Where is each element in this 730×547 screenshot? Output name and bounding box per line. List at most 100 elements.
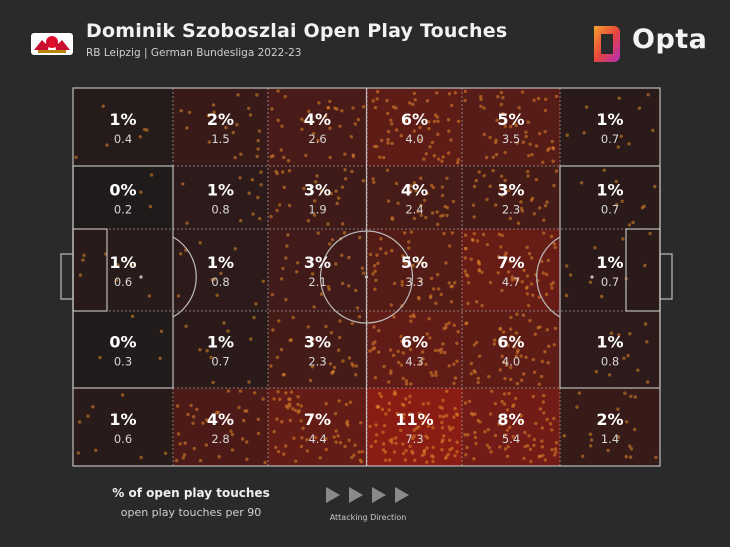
touch-dot [441,398,445,403]
touch-dot [396,349,400,354]
touch-dot [520,209,525,213]
touch-dot [360,450,364,454]
touch-dot [553,453,557,457]
touch-dot [553,447,558,451]
touch-dot [149,173,154,177]
touch-dot [449,138,453,142]
touch-dot [541,453,545,458]
touch-dot [412,216,417,221]
touch-dot [239,152,243,156]
touch-dot [500,233,504,238]
touch-dot [371,272,375,276]
touch-dot [633,395,637,399]
touch-dot [472,457,476,461]
touch-dot [443,204,447,209]
touch-dot [522,268,526,272]
touch-dot [386,141,390,145]
touch-dot [279,277,284,281]
touch-dot [148,204,153,209]
touch-dot [409,230,414,234]
touch-dot [371,99,375,103]
touch-dot [499,174,504,178]
touch-dot [447,425,451,429]
touch-dot [389,303,393,307]
touch-dot [318,456,322,460]
touch-dot [373,439,378,444]
touch-dot [540,439,544,443]
touch-dot [469,372,473,376]
touch-dot [565,264,569,268]
touch-dot [537,382,541,386]
touch-dot [179,252,183,256]
touch-dot [351,154,355,159]
touch-dot [616,435,621,439]
touch-dot [496,95,500,99]
touch-dot [530,196,535,200]
touch-dot [114,278,119,282]
touch-dot [444,455,449,459]
touch-dot [450,103,454,108]
cell-percent-label: 1% [207,253,234,272]
touch-dot [447,244,452,248]
touch-dot [439,292,443,297]
touch-dot [527,153,531,158]
touch-dot [538,407,543,411]
opta-logo-icon [594,26,620,62]
touch-dot [279,347,284,352]
touch-dot [429,371,433,375]
touch-dot [105,143,109,147]
touch-dot [393,392,398,396]
touch-dot [435,91,439,95]
touch-dot [233,155,237,160]
touch-dot [549,234,554,239]
touch-dot [310,365,315,369]
touch-dot [251,212,255,216]
touch-dot [404,379,409,383]
touch-dot [335,201,339,206]
touch-dot [340,281,345,286]
touch-dot [502,360,506,364]
touch-dot [519,414,523,418]
touch-dot [428,295,433,300]
touch-dot [340,185,345,189]
touch-dot [475,239,480,243]
touch-dot [437,348,441,353]
touch-dot [215,293,219,297]
touch-dot [473,435,478,440]
touch-dot [500,193,504,197]
play-arrow-icon [349,487,363,503]
touch-dot [537,295,541,299]
touch-dot [417,295,421,300]
touch-dot [485,242,490,247]
touch-dot [269,364,273,368]
touch-dot [94,448,98,452]
touch-dot [617,333,621,337]
touch-dot [589,438,594,442]
touch-dot [243,409,247,413]
touch-dot [542,218,546,222]
touch-dot [455,440,459,444]
touch-dot [256,431,261,436]
touch-dot [390,141,394,146]
touch-dot [207,140,211,144]
cell-per90-label: 1.9 [308,203,326,217]
touch-dot [427,120,431,124]
cell-percent-label: 0% [109,181,136,200]
touch-dot [514,277,518,281]
touch-dot [399,134,403,138]
touch-dot [78,273,83,277]
touch-dot [503,178,507,183]
touch-dot [379,138,384,143]
touch-dot [521,313,526,317]
rb-leipzig-crest-icon [31,33,73,55]
touch-dot [542,231,546,235]
touch-dot [392,315,396,319]
heatmap-cell [73,166,173,229]
touch-dot [537,454,541,458]
touch-dot [408,412,412,416]
touch-dot [375,144,379,149]
touch-dot [464,321,468,326]
touch-dot [288,418,292,423]
touch-dot [226,389,231,393]
touch-dot [438,414,442,418]
